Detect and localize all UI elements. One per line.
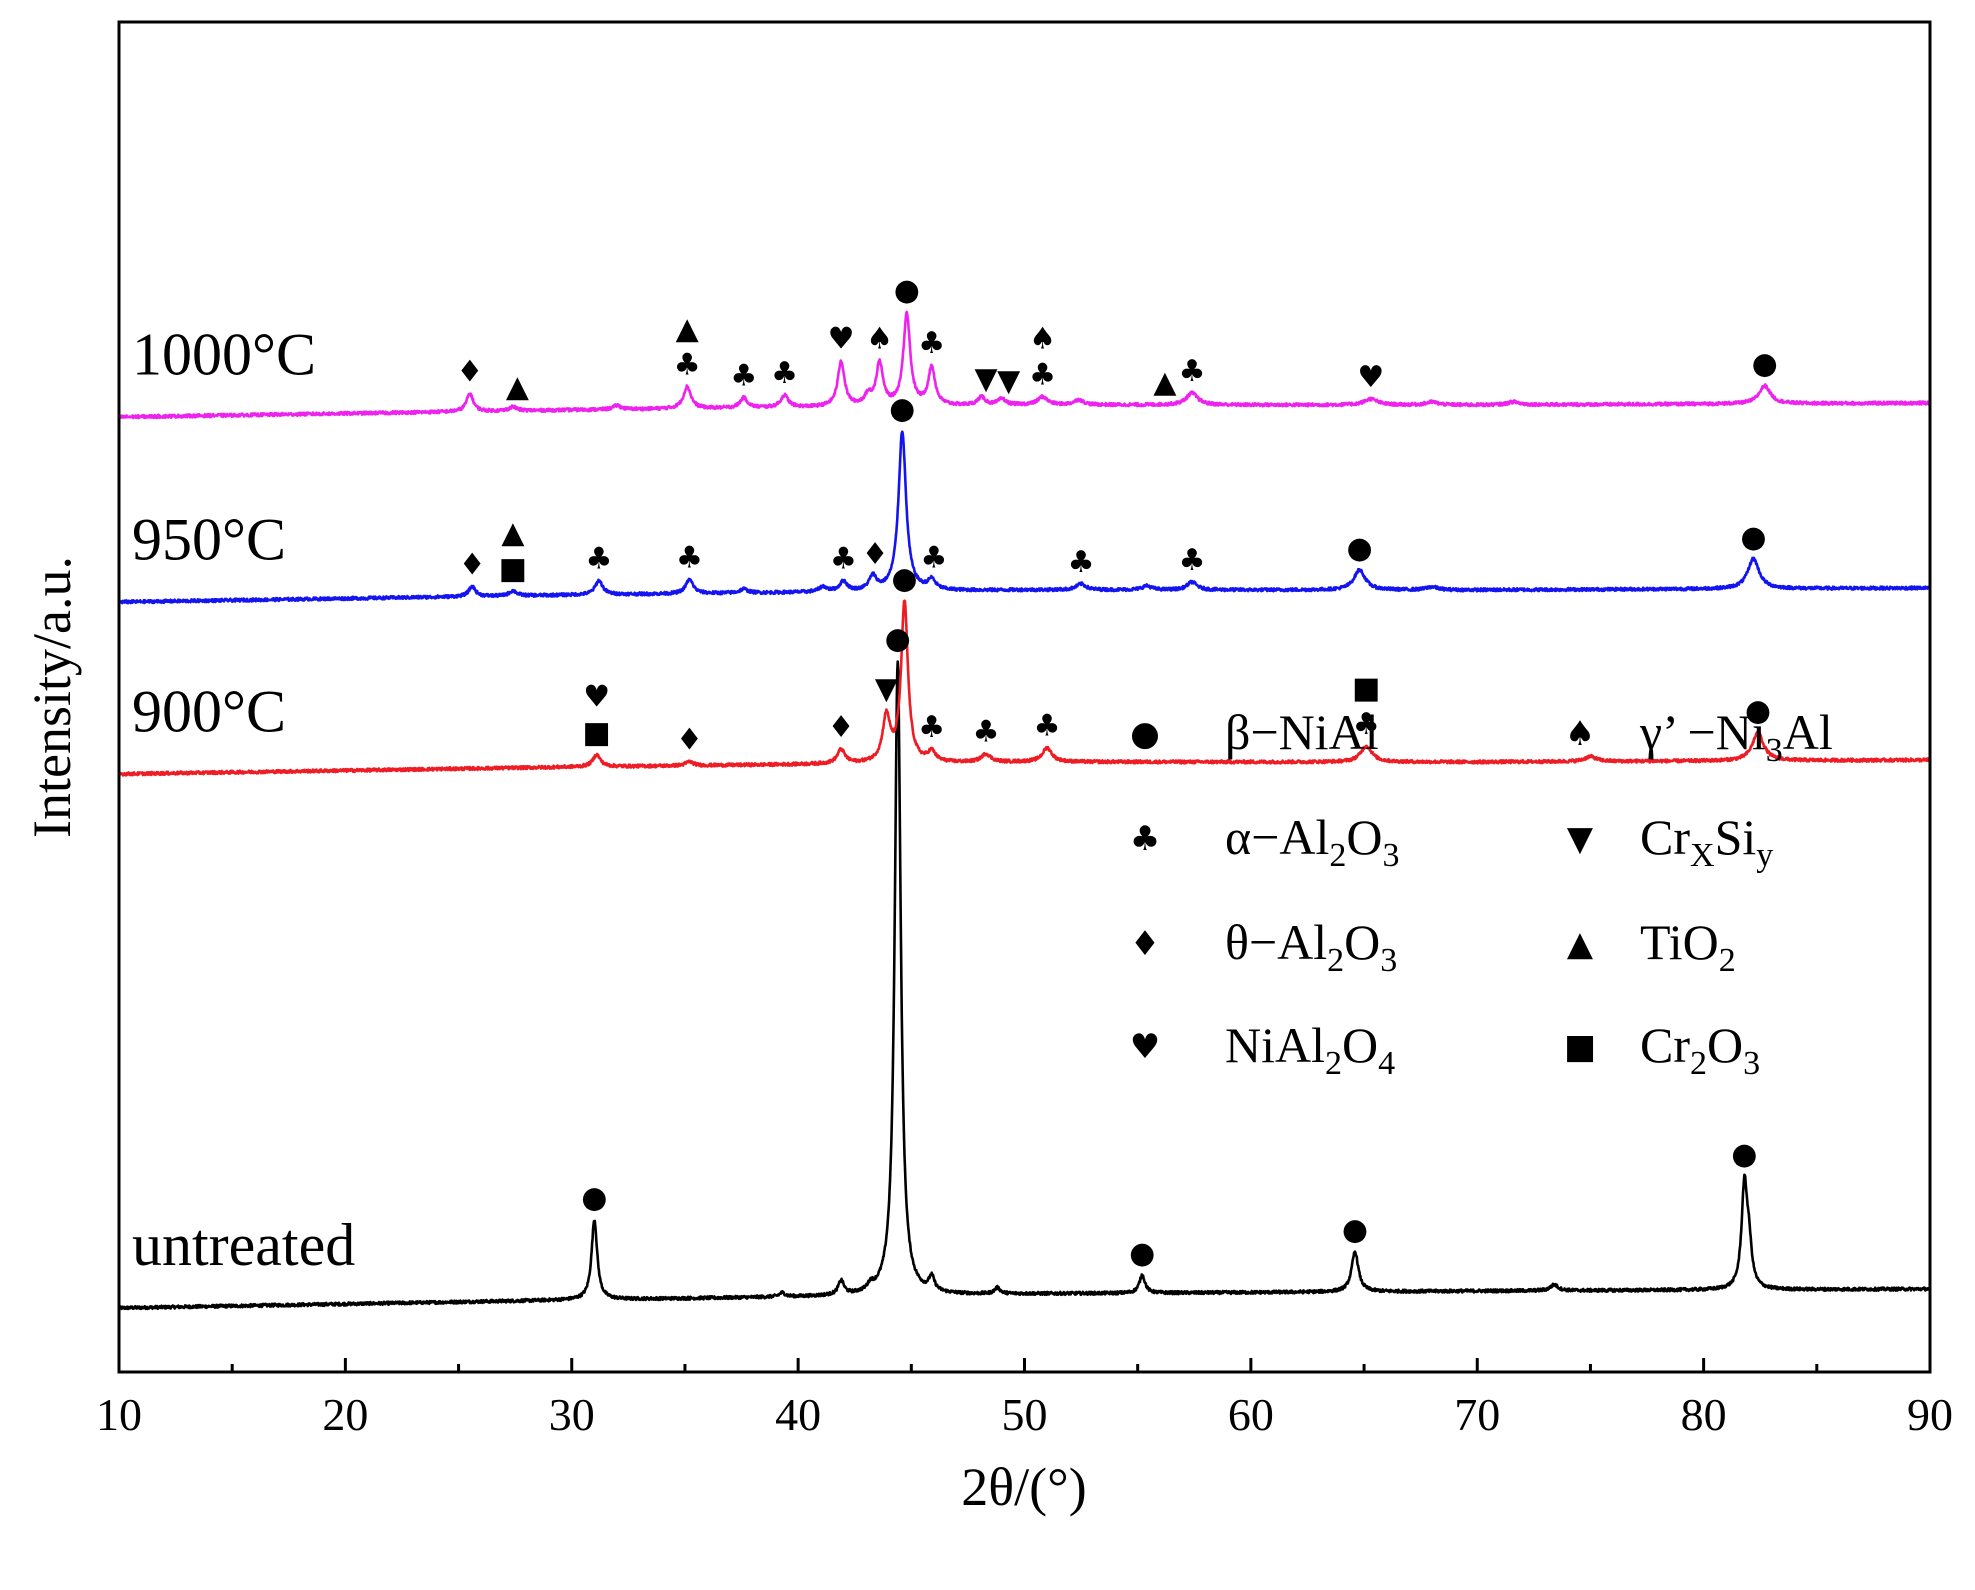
peak-marker-1000c-34: ♣ [730, 359, 757, 394]
peak-marker-1000c-43: ♠ [1029, 322, 1056, 357]
x-axis-ticks: 10 20 30 40 50 60 70 80 90 [96, 1358, 1953, 1440]
peak-marker-900c-7: ♦ [676, 723, 703, 758]
peak-marker-1000c-45: ♣ [1179, 354, 1206, 389]
peak-marker-1000c-31: ▲ [506, 370, 529, 405]
x-tick-label: 60 [1228, 1389, 1274, 1440]
legend-entry-ni3al: ♠ γ’ −Ni3Al [1565, 704, 1833, 769]
peak-marker-950c-29: ● [1740, 520, 1766, 555]
peak-marker-950c-28: ● [1346, 531, 1372, 566]
legend-symbol: ♣ [1130, 819, 1160, 859]
legend-entry-al2o: ♣ α−Al2O3 [1130, 809, 1400, 874]
peak-marker-untreated-1: ● [885, 621, 911, 656]
peak-marker-untreated-3: ● [1342, 1213, 1368, 1248]
peak-marker-1000c-44: ▲ [1153, 365, 1176, 400]
curves-layer [117, 310, 1932, 1311]
legend-entry-tio2: ▲ TiO2 [1567, 914, 1736, 979]
peak-marker-950c-17: ♦ [459, 547, 486, 582]
peak-marker-900c-13: ♣ [1034, 709, 1061, 744]
legend-label: TiO2 [1640, 914, 1736, 979]
peak-marker-900c-5: ■ [582, 716, 610, 751]
series-line-1000c [117, 310, 1932, 420]
x-tick-label: 20 [322, 1389, 368, 1440]
peak-marker-untreated-0: ● [581, 1181, 607, 1216]
x-tick-label: 70 [1454, 1389, 1500, 1440]
peak-marker-950c-26: ♣ [1068, 545, 1095, 580]
legend-entry-crxsi: ▼ CrXSiy [1567, 809, 1773, 874]
legend-label: NiAl2O4 [1225, 1017, 1395, 1082]
peak-markers-layer: ●●●●●■♥♦ ♦▼●♣ ♣ ♣ ♣■●♦ ■▲♣ ♣ ♣ ♦●♣ ♣ ♣ ● ●♦ ▲♣▲♣ ♣♥ ♠●♣… [456, 273, 1777, 1271]
legend-entry-cr2o: ■ Cr2O3 [1564, 1017, 1760, 1082]
curve-label-900c: 900°C [132, 678, 286, 744]
x-tick-label: 30 [549, 1389, 595, 1440]
peak-marker-950c-24: ● [889, 392, 915, 427]
curve-label-950c: 950°C [132, 506, 286, 572]
peak-marker-1000c-38: ● [894, 273, 920, 308]
x-tick-label: 80 [1681, 1389, 1727, 1440]
peak-marker-900c-12: ♣ [973, 715, 1000, 750]
peak-marker-1000c-40: ▼ [974, 361, 997, 396]
peak-marker-900c-8: ♦ [828, 710, 855, 745]
y-axis-title: Intensity/a.u. [22, 556, 82, 838]
peak-marker-950c-21: ♣ [676, 541, 703, 576]
legend-symbol: ♥ [1130, 1027, 1160, 1067]
legend-symbol: ♠ [1565, 714, 1595, 754]
peak-marker-untreated-2: ● [1129, 1236, 1155, 1271]
legend-label: CrXSiy [1640, 809, 1773, 874]
peak-marker-900c-15: ■ [1352, 671, 1380, 706]
x-axis-title: 2θ/(°) [961, 1457, 1086, 1517]
peak-marker-1000c-39: ♣ [918, 326, 945, 361]
legend-label: Cr2O3 [1640, 1017, 1760, 1082]
peak-marker-1000c-32: ♣ [674, 348, 701, 383]
peak-marker-1000c-41: ▼ [997, 363, 1020, 398]
series-line-untreated [117, 660, 1932, 1311]
legend-symbol: ● [1130, 714, 1160, 754]
legend-entry-nial2o: ♥ NiAl2O4 [1130, 1017, 1395, 1082]
peak-marker-1000c-36: ♥ [828, 322, 855, 357]
legend-label: β−NiAl [1225, 704, 1379, 760]
legend-symbol: ▼ [1567, 819, 1594, 859]
peak-marker-1000c-47: ● [1752, 347, 1778, 382]
x-tick-label: 10 [96, 1389, 142, 1440]
peak-marker-1000c-37: ♠ [866, 321, 893, 356]
peak-marker-1000c-33: ▲ [676, 312, 699, 347]
legend: ● β−NiAl ♠ γ’ −Ni3Al ♣ α−Al2O3 ▼ CrXSiy ♦ θ−Al2O3… [1130, 704, 1833, 1082]
peak-marker-950c-23: ♦ [862, 537, 889, 572]
peak-marker-1000c-30: ♦ [456, 354, 483, 389]
x-tick-label: 40 [775, 1389, 821, 1440]
peak-marker-900c-11: ♣ [918, 710, 945, 745]
legend-label: γ’ −Ni3Al [1639, 704, 1833, 769]
legend-label: α−Al2O3 [1225, 809, 1400, 874]
legend-symbol: ▲ [1567, 924, 1594, 964]
legend-symbol: ♦ [1130, 924, 1160, 964]
legend-entry-nial: ● β−NiAl [1130, 704, 1378, 760]
peak-marker-950c-18: ■ [499, 552, 527, 587]
plot-frame [117, 20, 1932, 1374]
peak-marker-900c-10: ● [891, 561, 917, 596]
peak-marker-900c-16: ● [1745, 694, 1771, 729]
curve-labels-layer: untreated 900°C 950°C 1000°C [132, 321, 355, 1278]
peak-marker-1000c-42: ♣ [1029, 358, 1056, 393]
series-line-900c [118, 599, 1932, 777]
peak-marker-900c-6: ♥ [583, 680, 610, 715]
legend-label: θ−Al2O3 [1225, 914, 1397, 979]
peak-marker-950c-19: ▲ [501, 516, 524, 551]
legend-entry-al2o: ♦ θ−Al2O3 [1130, 914, 1398, 979]
peak-marker-untreated-4: ● [1731, 1137, 1757, 1172]
peak-marker-950c-25: ♣ [920, 541, 947, 576]
x-tick-label: 90 [1907, 1389, 1953, 1440]
peak-marker-900c-9: ▼ [875, 672, 898, 707]
peak-marker-950c-22: ♣ [830, 541, 857, 576]
peak-marker-1000c-46: ♥ [1357, 360, 1384, 395]
peak-marker-950c-27: ♣ [1179, 543, 1206, 578]
series-line-950c [118, 430, 1932, 605]
curve-label-1000c: 1000°C [132, 321, 316, 387]
curve-label-untreated: untreated [132, 1212, 355, 1278]
x-tick-label: 50 [1002, 1389, 1048, 1440]
peak-marker-1000c-35: ♣ [771, 356, 798, 391]
peak-marker-900c-14: ♣ [1353, 707, 1380, 742]
peak-marker-950c-20: ♣ [585, 542, 612, 577]
legend-symbol: ■ [1564, 1027, 1596, 1067]
